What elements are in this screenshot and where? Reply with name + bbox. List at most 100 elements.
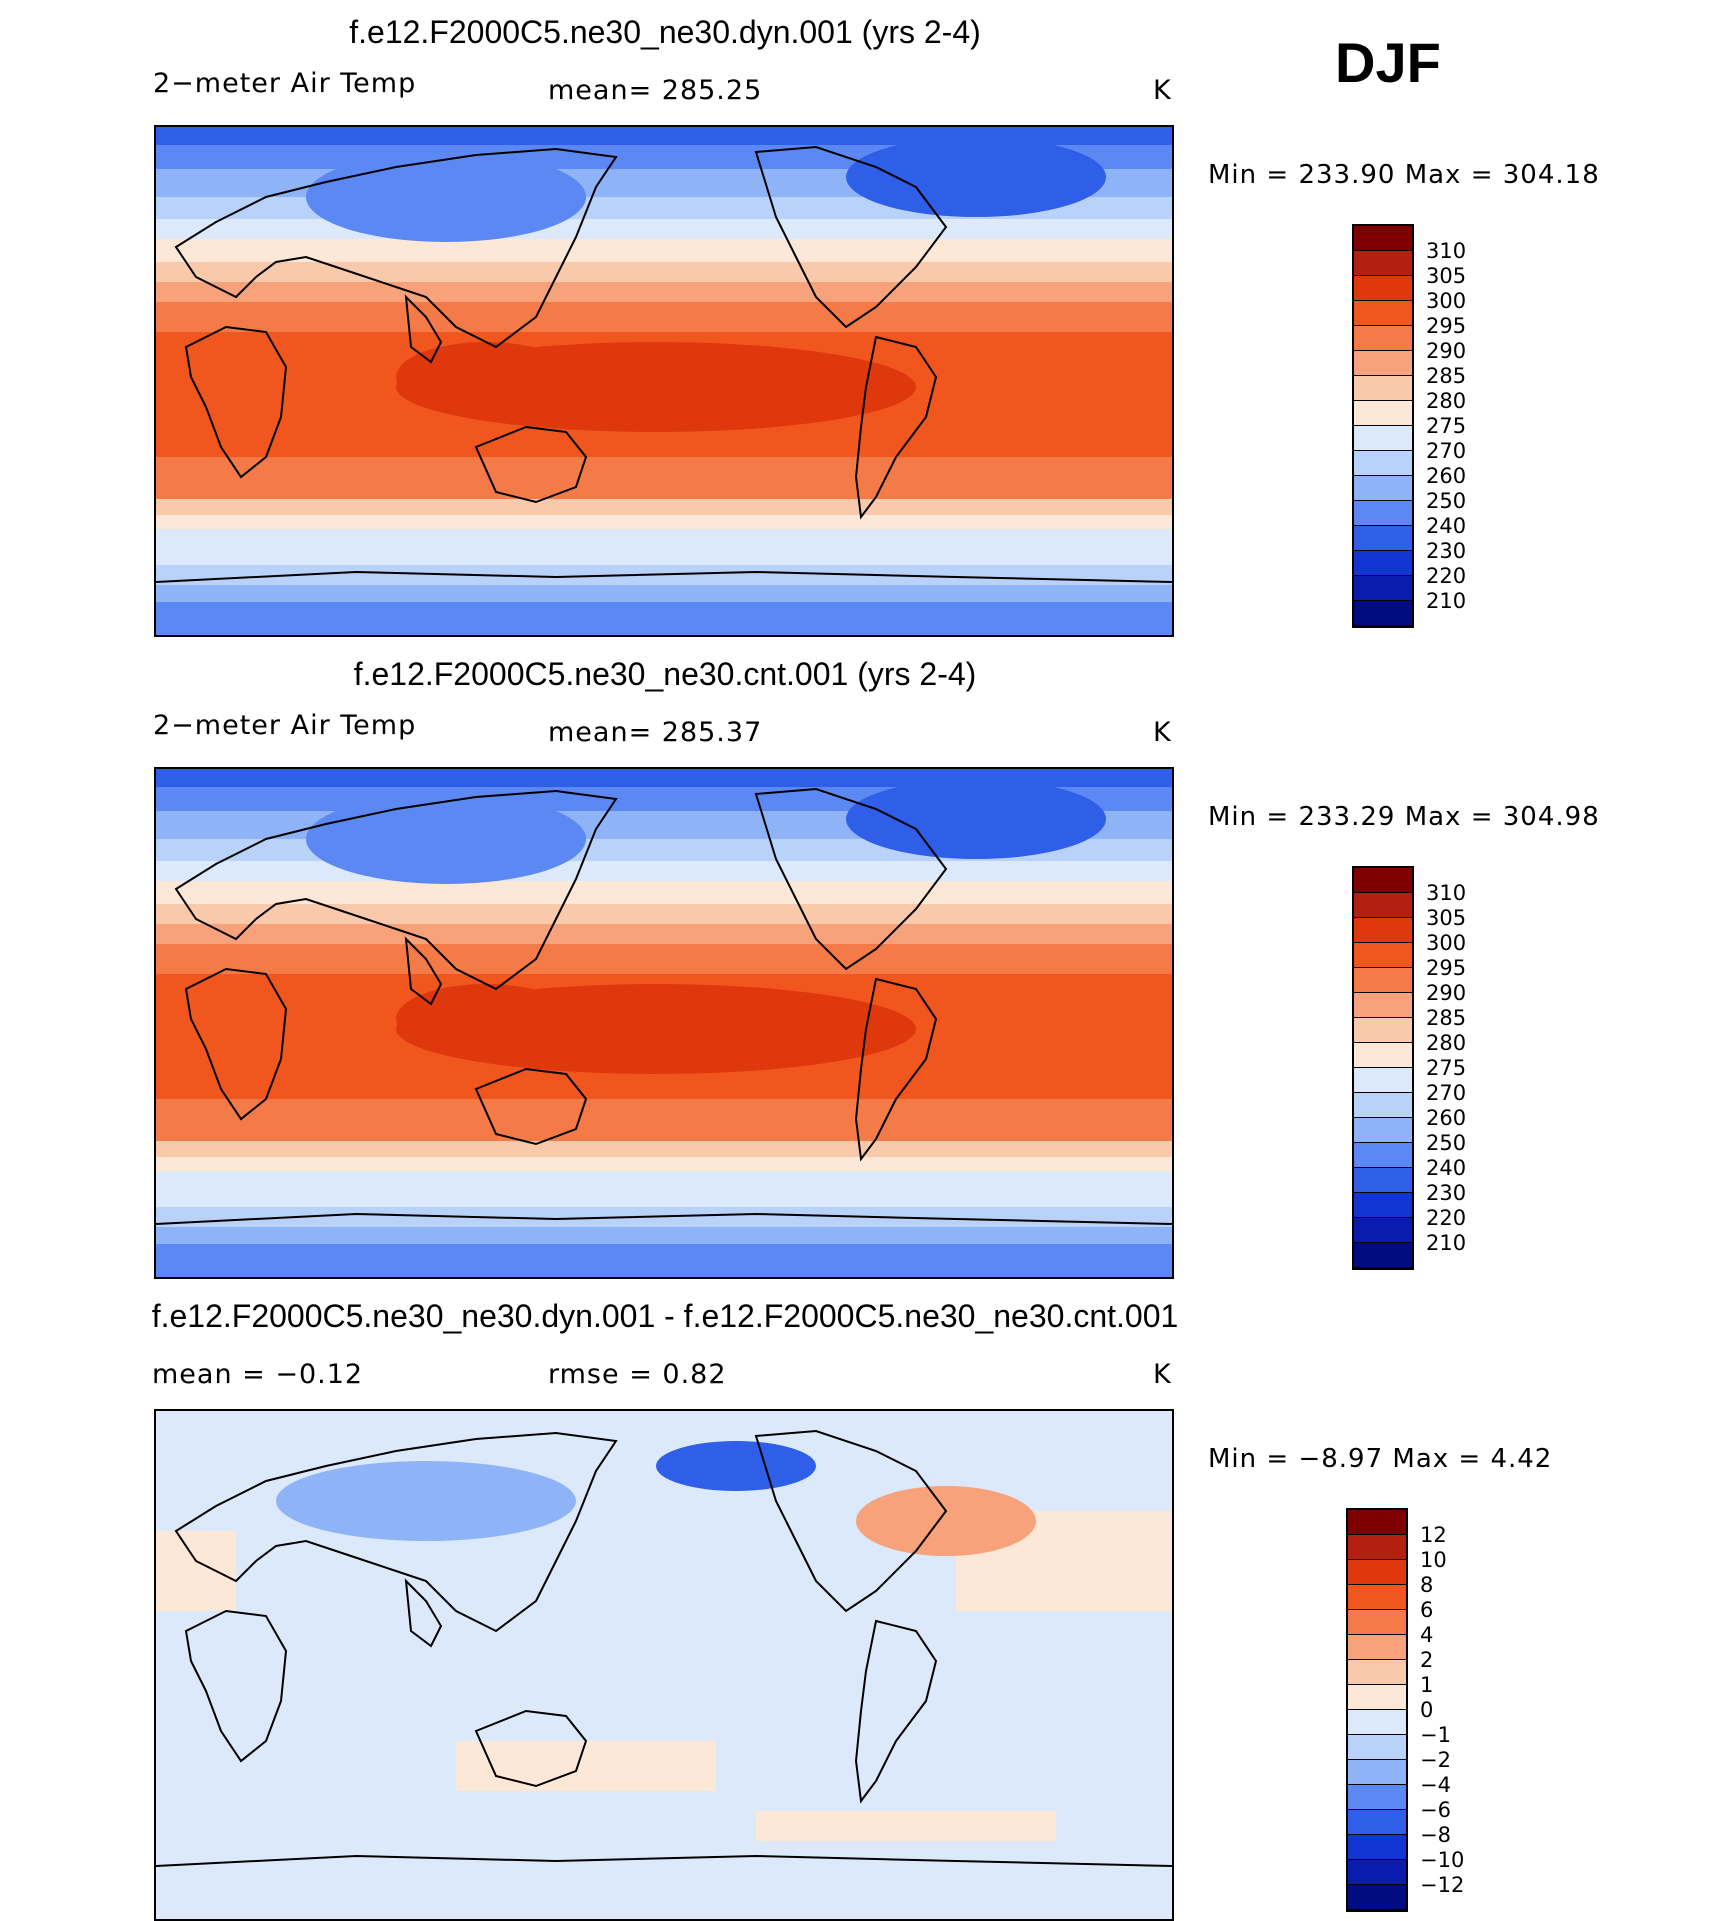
panel1-title: f.e12.F2000C5.ne30_ne30.dyn.001 (yrs 2-4…: [349, 14, 981, 50]
colorbar-swatch: [1348, 1560, 1406, 1585]
panel1-units-label: K: [1153, 75, 1172, 106]
colorbar-label: −4: [1420, 1773, 1451, 1797]
panel3-map: [154, 1409, 1174, 1921]
colorbar-swatch: [1354, 1193, 1412, 1218]
temperature-band: [156, 1171, 1172, 1207]
temperature-band: [156, 529, 1172, 565]
colorbar-swatch: [1354, 326, 1412, 351]
coastline: [184, 967, 288, 1121]
temperature-band: [156, 1227, 1172, 1244]
colorbar-label: 0: [1420, 1698, 1434, 1722]
colorbar-label: 230: [1426, 539, 1467, 563]
colorbar-label: 290: [1426, 339, 1467, 363]
colorbar-swatch: [1354, 451, 1412, 476]
colorbar-swatch: [1354, 601, 1412, 626]
colorbar-swatch: [1348, 1810, 1406, 1835]
colorbar-label: 220: [1426, 564, 1467, 588]
colorbar-swatch: [1354, 943, 1412, 968]
colorbar-swatch: [1354, 1093, 1412, 1118]
panel1-colorbar: 310 305 300 295 290 285 280 275 270 260 250 240 230 2…: [1352, 224, 1466, 628]
colorbar-label: 295: [1426, 314, 1467, 338]
colorbar-swatch: [1348, 1660, 1406, 1685]
coastline: [474, 1709, 588, 1788]
colorbar-swatch: [1348, 1510, 1406, 1535]
coastline: [184, 325, 288, 479]
colorbar-label: 295: [1426, 956, 1467, 980]
colorbar-swatch: [1354, 968, 1412, 993]
colorbar-swatch: [1348, 1785, 1406, 1810]
colorbar-label: 8: [1420, 1573, 1434, 1597]
colorbar-label: 285: [1426, 1006, 1467, 1030]
colorbar-label: 260: [1426, 1106, 1467, 1130]
colorbar-label: 10: [1420, 1548, 1447, 1572]
panel3-units-label: K: [1153, 1359, 1172, 1390]
coastline: [174, 789, 618, 991]
colorbar-label: 2: [1420, 1648, 1434, 1672]
colorbar-swatch: [1354, 426, 1412, 451]
colorbar-swatch: [1354, 301, 1412, 326]
temperature-band: [156, 457, 1172, 499]
colorbar-label: 250: [1426, 489, 1467, 513]
temperature-band: [156, 499, 1172, 515]
colorbar-swatch: [1354, 551, 1412, 576]
colorbar-swatch: [1348, 1710, 1406, 1735]
cold-region: [846, 137, 1106, 217]
colorbar-swatch: [1354, 868, 1412, 893]
temperature-band: [156, 924, 1172, 944]
panel2-title: f.e12.F2000C5.ne30_ne30.cnt.001 (yrs 2-4…: [353, 656, 977, 692]
colorbar-swatch: [1354, 918, 1412, 943]
colorbar-swatch: [1354, 1168, 1412, 1193]
panel3-mean-label: mean = −0.12: [152, 1359, 364, 1390]
temperature-band: [156, 769, 1172, 787]
temperature-band: [156, 219, 1172, 239]
colorbar-swatch: [1348, 1760, 1406, 1785]
coastline: [854, 977, 938, 1162]
coastline: [474, 425, 588, 504]
coastline: [854, 1619, 938, 1804]
temperature-band: [156, 262, 1172, 282]
colorbar-label: 305: [1426, 906, 1467, 930]
colorbar-swatch: [1354, 376, 1412, 401]
temperature-band: [156, 1141, 1172, 1157]
colorbar-label: 280: [1426, 389, 1467, 413]
panel3-minmax: Min = −8.97 Max = 4.42: [1208, 1444, 1553, 1474]
temperature-band: [156, 282, 1172, 302]
colorbar-swatch: [1354, 501, 1412, 526]
colorbar-swatch: [1354, 276, 1412, 301]
colorbar-label: 290: [1426, 981, 1467, 1005]
positive-anomaly: [856, 1486, 1036, 1556]
panel2-mean-label: mean= 285.37: [548, 717, 763, 748]
colorbar-label: 300: [1426, 931, 1467, 955]
coastline: [404, 294, 443, 364]
cold-region: [306, 794, 586, 884]
panel3-rmse-label: rmse = 0.82: [548, 1359, 727, 1390]
colorbar-label: 270: [1426, 1081, 1467, 1105]
temperature-band: [156, 881, 1172, 904]
panel1-map-graphic: [156, 127, 1172, 635]
coastline: [156, 570, 1172, 583]
colorbar-label: 285: [1426, 364, 1467, 388]
negative-anomaly: [276, 1461, 576, 1541]
colorbar-label: 260: [1426, 464, 1467, 488]
colorbar-label: 310: [1426, 239, 1467, 263]
temperature-band: [156, 239, 1172, 262]
colorbar-swatch: [1354, 1018, 1412, 1043]
temperature-band: [156, 904, 1172, 924]
coastline: [184, 1609, 288, 1763]
colorbar-label: −2: [1420, 1748, 1451, 1772]
colorbar-label: 230: [1426, 1181, 1467, 1205]
colorbar-swatch: [1354, 251, 1412, 276]
colorbar-label: 300: [1426, 289, 1467, 313]
temperature-band: [156, 127, 1172, 145]
colorbar-label: 220: [1426, 1206, 1467, 1230]
coastline: [754, 787, 948, 971]
colorbar-label: 210: [1426, 1231, 1467, 1255]
colorbar-label: −12: [1420, 1873, 1465, 1897]
colorbar-swatch: [1348, 1635, 1406, 1660]
temperature-band: [156, 1244, 1172, 1277]
colorbar-label: 12: [1420, 1523, 1447, 1547]
colorbar-swatch: [1354, 351, 1412, 376]
colorbar-label: −6: [1420, 1798, 1451, 1822]
colorbar-swatch: [1348, 1585, 1406, 1610]
temperature-band: [156, 585, 1172, 602]
